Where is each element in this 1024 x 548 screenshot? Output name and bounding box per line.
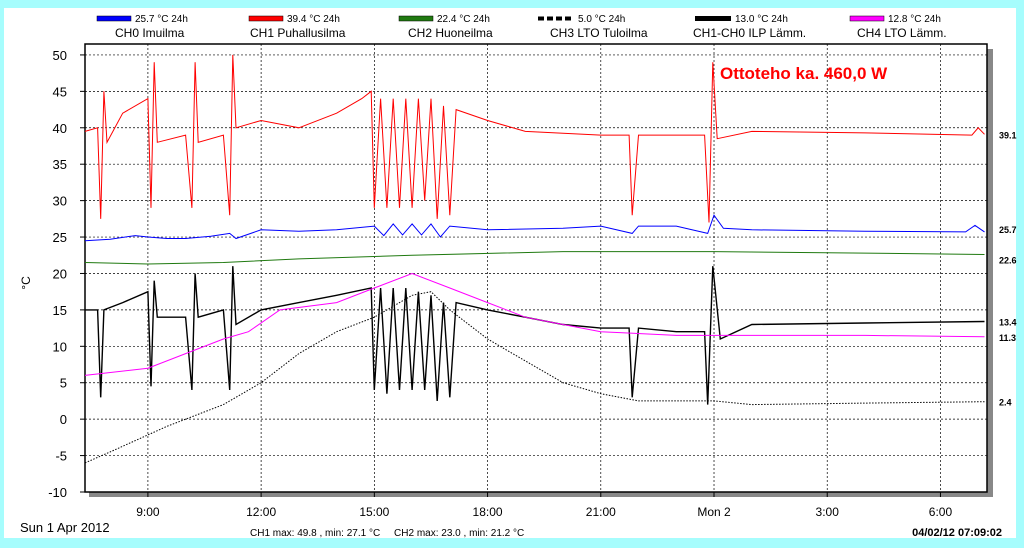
series-end-label: 22.6: [999, 256, 1017, 266]
power-annotation: Ottoteho ka. 460,0 W: [720, 64, 888, 83]
y-tick-label: -10: [48, 485, 67, 500]
series-lines: [84, 54, 985, 464]
y-tick-label: 45: [53, 84, 67, 99]
x-tick-label: 12:00: [246, 505, 276, 519]
plot-area: [84, 43, 988, 493]
grid: [85, 44, 987, 493]
y-tick-label: 10: [53, 339, 67, 354]
legend-value: 13.0 °C 24h: [735, 14, 788, 25]
legend-value: 22.4 °C 24h: [437, 14, 490, 25]
legend-swatch: [96, 15, 132, 22]
legend-swatch: [248, 15, 284, 22]
series-end-label: 39.1: [999, 130, 1017, 140]
timestamp: 04/02/12 07:09:02: [912, 527, 1002, 539]
x-tick-label: 9:00: [136, 505, 160, 519]
series-line-0: [84, 214, 985, 242]
date-label: Sun 1 Apr 2012: [20, 520, 110, 535]
legend-value: 5.0 °C 24h: [578, 14, 625, 25]
legend-value: 12.8 °C 24h: [888, 14, 941, 25]
legend-name: CH1-CH0 ILP Lämm.: [693, 26, 806, 40]
legend-name: CH4 LTO Lämm.: [857, 26, 947, 40]
y-tick-label: 20: [53, 266, 67, 281]
y-tick-label: 50: [53, 48, 67, 63]
legend-swatch: [849, 15, 885, 22]
series-end-label: 25.7: [999, 225, 1017, 235]
legend-value: 25.7 °C 24h: [135, 14, 188, 25]
legend-name: CH1 Puhallusilma: [250, 26, 346, 40]
series-end-label: 2.4: [999, 398, 1012, 408]
legend-name: CH3 LTO Tuloilma: [550, 26, 648, 40]
x-tick-label: 15:00: [359, 505, 389, 519]
y-tick-label: 25: [53, 230, 67, 245]
y-tick-label: 0: [60, 412, 67, 427]
y-tick-label: 30: [53, 194, 67, 209]
y-axis-label: °C: [19, 276, 33, 290]
x-tick-label: 6:00: [929, 505, 953, 519]
series-end-label: 13.4: [999, 318, 1017, 328]
legend-name: CH0 Imuilma: [115, 26, 185, 40]
series-line-2: [84, 251, 985, 265]
legend-swatch: [398, 15, 434, 22]
series-end-label: 11.3: [999, 333, 1016, 343]
x-tick-label: 3:00: [816, 505, 840, 519]
stats-text: CH1 max: 49.8 , min: 27.1 °C CH2 max: 23…: [250, 528, 524, 539]
series-line-4: [85, 266, 985, 405]
x-tick-label: 21:00: [586, 505, 616, 519]
y-tick-label: 35: [53, 157, 67, 172]
legend-name: CH2 Huoneilma: [408, 26, 493, 40]
y-tick-label: -5: [55, 449, 67, 464]
series-line-5: [84, 272, 985, 376]
y-tick-label: 15: [53, 303, 67, 318]
legend-value: 39.4 °C 24h: [287, 14, 340, 25]
axes: -10 -5 0 5 10 15 20 25 30 35 40 45 50 9:00 12:00 15:00 1…: [48, 48, 1016, 519]
y-tick-label: 5: [60, 376, 67, 391]
y-tick-label: 40: [53, 121, 67, 136]
series-line-1: [84, 54, 985, 223]
series-line-3: [84, 291, 985, 464]
x-tick-label: 18:00: [473, 505, 503, 519]
x-tick-label: Mon 2: [697, 505, 731, 519]
